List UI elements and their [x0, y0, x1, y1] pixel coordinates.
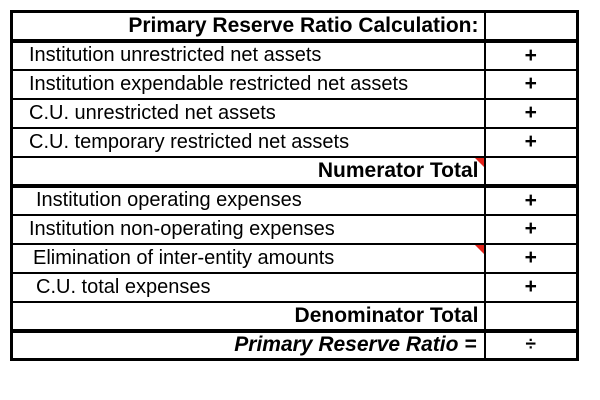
operator-cell[interactable]: + — [483, 184, 579, 216]
operator-cell[interactable]: + — [483, 126, 579, 158]
operator: + — [524, 275, 537, 298]
operator-cell[interactable]: + — [483, 242, 579, 274]
operator: + — [524, 217, 537, 240]
operator: + — [524, 246, 537, 269]
table-row: C.U. temporary restricted net assets + — [10, 126, 579, 158]
operator: + — [524, 101, 537, 124]
operator-cell[interactable]: + — [483, 271, 579, 303]
primary-reserve-ratio-table: Primary Reserve Ratio Calculation: Insti… — [10, 10, 579, 361]
row-label-cell[interactable]: Institution expendable restricted net as… — [10, 68, 486, 100]
row-label: Numerator Total — [317, 158, 479, 182]
operator-cell[interactable]: + — [483, 39, 579, 71]
table-row: Institution operating expenses + — [10, 184, 579, 216]
operator-cell[interactable]: + — [483, 97, 579, 129]
row-label: Primary Reserve Ratio = — [234, 333, 477, 357]
operator: + — [524, 43, 537, 67]
row-label: Elimination of inter-entity amounts — [33, 246, 335, 269]
row-label-cell[interactable]: Elimination of inter-entity amounts — [10, 242, 486, 274]
operator: + — [524, 188, 537, 212]
table-row: Denominator Total — [10, 300, 579, 333]
row-label: Institution unrestricted net assets — [29, 44, 322, 66]
row-label: C.U. temporary restricted net assets — [29, 130, 350, 153]
table-row: Elimination of inter-entity amounts + — [10, 242, 579, 274]
operator-cell[interactable]: + — [483, 213, 579, 245]
table-row: Institution unrestricted net assets + — [10, 39, 579, 71]
table-row: C.U. unrestricted net assets + — [10, 97, 579, 129]
row-label: C.U. total expenses — [36, 275, 211, 298]
table-header-row: Primary Reserve Ratio Calculation: — [10, 10, 579, 43]
operator: + — [524, 72, 537, 95]
row-label-cell[interactable]: C.U. unrestricted net assets — [10, 97, 486, 129]
comment-indicator-icon — [474, 158, 483, 167]
operator-cell[interactable] — [483, 155, 579, 188]
operator-cell[interactable]: + — [483, 68, 579, 100]
operator: + — [524, 130, 537, 153]
table-row: Institution non-operating expenses + — [10, 213, 579, 245]
comment-indicator-icon — [474, 245, 483, 254]
row-label-cell[interactable]: C.U. total expenses — [10, 271, 486, 303]
row-label-cell[interactable]: Institution unrestricted net assets — [10, 39, 486, 71]
row-label: Denominator Total — [294, 303, 479, 327]
row-label-cell[interactable]: Institution operating expenses — [10, 184, 486, 216]
row-label-cell[interactable]: C.U. temporary restricted net assets — [10, 126, 486, 158]
header-operator-cell[interactable] — [483, 10, 579, 43]
spreadsheet-region: Primary Reserve Ratio Calculation: Insti… — [10, 10, 579, 361]
row-label: Institution expendable restricted net as… — [29, 72, 409, 95]
row-label-cell[interactable]: Denominator Total — [10, 300, 486, 333]
row-label-cell[interactable]: Institution non-operating expenses — [10, 213, 486, 245]
operator: ÷ — [525, 334, 536, 356]
table-title: Primary Reserve Ratio Calculation: — [128, 13, 479, 37]
table-row: C.U. total expenses + — [10, 271, 579, 303]
table-row: Numerator Total — [10, 155, 579, 188]
operator-cell[interactable]: ÷ — [483, 329, 579, 361]
row-label-cell[interactable]: Numerator Total — [10, 155, 486, 188]
table-row: Primary Reserve Ratio = ÷ — [10, 329, 579, 361]
operator-cell[interactable] — [483, 300, 579, 333]
row-label: Institution operating expenses — [36, 189, 302, 211]
row-label: Institution non-operating expenses — [29, 217, 335, 240]
row-label: C.U. unrestricted net assets — [29, 101, 276, 124]
table-row: Institution expendable restricted net as… — [10, 68, 579, 100]
row-label-cell[interactable]: Primary Reserve Ratio = — [10, 329, 486, 361]
table-title-cell[interactable]: Primary Reserve Ratio Calculation: — [10, 10, 486, 43]
